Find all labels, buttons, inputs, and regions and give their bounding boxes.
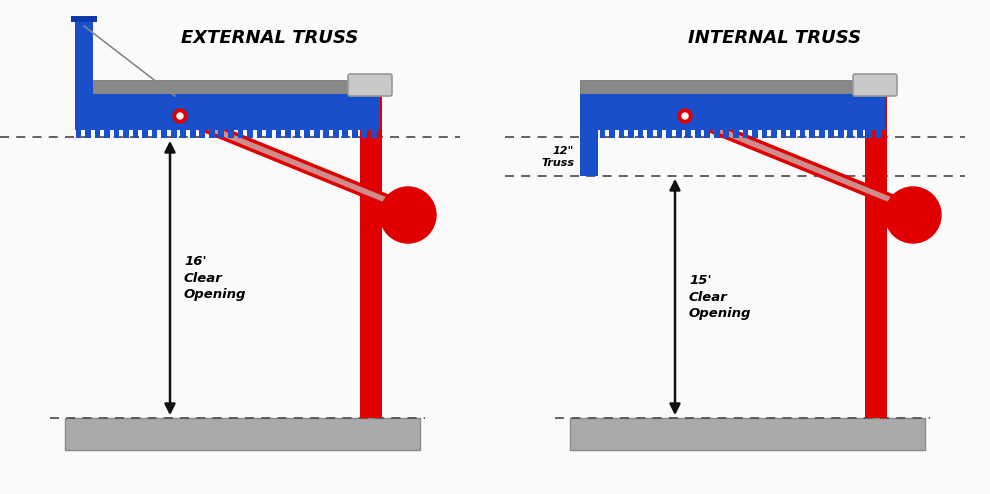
Bar [75,22,93,94]
Circle shape [885,187,941,243]
Bar [838,130,843,138]
Bar [629,130,634,138]
Bar [829,130,834,138]
Bar [266,130,272,138]
Text: 12"
Truss: 12" Truss [541,146,574,168]
Bar [275,130,281,138]
Bar [304,130,310,138]
Bar [733,130,739,138]
Bar [685,130,691,138]
Text: INTERNAL TRUSS: INTERNAL TRUSS [688,29,861,47]
Bar [104,130,110,138]
Bar [324,130,329,138]
Bar [865,85,887,418]
Bar [619,130,625,138]
Bar [647,130,653,138]
Circle shape [173,109,187,123]
Text: 16'
Clear
Opening: 16' Clear Opening [184,255,247,301]
Bar [609,130,615,138]
Bar [819,130,825,138]
Bar [256,130,262,138]
Bar [171,130,176,138]
Bar [351,130,357,138]
Bar [295,130,300,138]
Bar [343,130,348,138]
Bar [590,130,596,138]
Text: 15'
Clear
Opening: 15' Clear Opening [689,274,751,320]
Bar [809,130,815,138]
Circle shape [380,187,436,243]
Bar [75,94,380,120]
FancyBboxPatch shape [853,74,897,96]
Bar [580,120,885,130]
FancyBboxPatch shape [348,74,392,96]
Bar [771,130,777,138]
Bar [580,94,598,176]
Bar [65,418,420,450]
Bar [761,130,767,138]
Bar [371,130,376,138]
Bar [876,130,882,138]
Bar [714,130,720,138]
Bar [75,80,380,94]
Bar [742,130,748,138]
Bar [133,130,139,138]
Bar [219,130,224,138]
Bar [847,130,853,138]
Bar [333,130,339,138]
Bar [75,130,81,138]
Bar [285,130,291,138]
Bar [199,130,205,138]
Bar [228,130,234,138]
Bar [209,130,215,138]
Bar [75,120,380,130]
Bar [180,130,186,138]
Circle shape [682,113,688,119]
Bar [580,130,586,138]
Bar [143,130,148,138]
Bar [781,130,786,138]
Bar [85,130,91,138]
Bar [580,80,885,94]
Bar [570,418,925,450]
Bar [248,130,252,138]
Bar [151,130,157,138]
Bar [238,130,244,138]
Bar [314,130,320,138]
Bar [114,130,120,138]
Bar [705,130,710,138]
Bar [800,130,806,138]
Bar [866,130,872,138]
Bar [724,130,730,138]
Bar [790,130,796,138]
Bar [666,130,672,138]
Circle shape [177,113,183,119]
Bar [638,130,644,138]
Bar [361,130,367,138]
Bar [580,94,885,120]
Circle shape [678,109,692,123]
Bar [656,130,662,138]
Text: EXTERNAL TRUSS: EXTERNAL TRUSS [181,29,358,47]
Bar [71,16,97,22]
Bar [695,130,701,138]
Bar [752,130,757,138]
Bar [190,130,196,138]
Bar [123,130,129,138]
Bar [161,130,167,138]
Bar [95,130,100,138]
Bar [676,130,681,138]
Bar [857,130,862,138]
Bar [360,85,382,418]
Bar [600,130,605,138]
